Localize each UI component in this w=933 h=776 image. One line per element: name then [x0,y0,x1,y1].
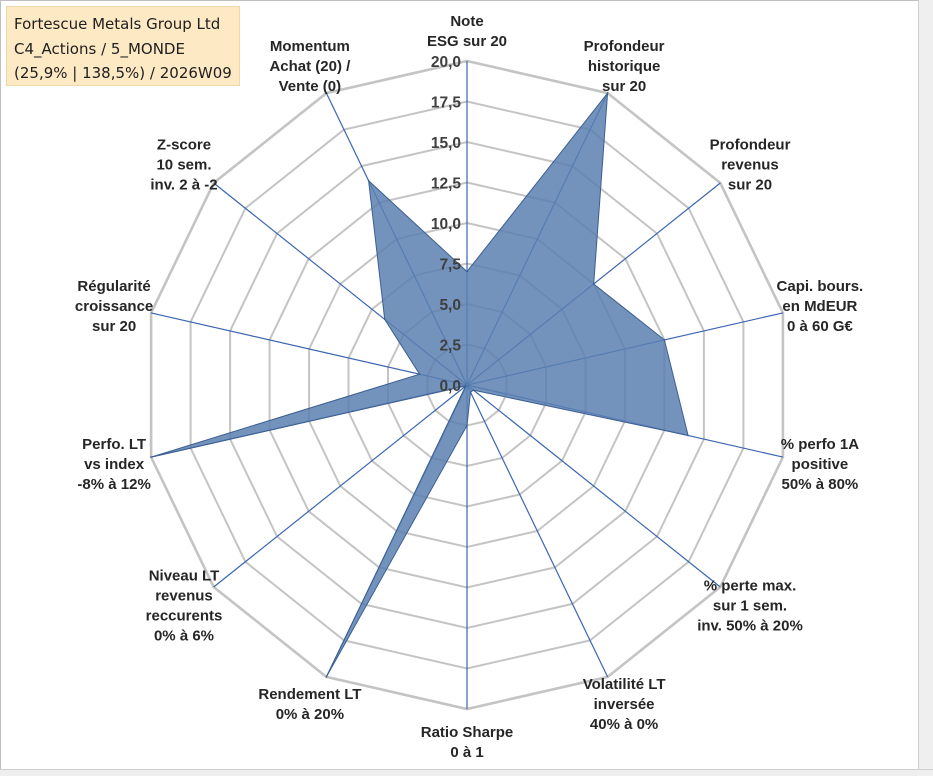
radar-tick-labels: 0,0 2,5 5,0 7,5 10,0 12,5 15,0 17,5 20,0 [431,54,462,395]
axis-spoke [466,384,721,588]
r-tick-label: 12,5 [431,176,462,193]
series-point [472,389,475,391]
r-tick-label: 2,5 [439,338,461,355]
category-label: % perfo 1A positive 50% à 80% [781,436,860,493]
r-tick-label: 10,0 [431,216,461,233]
radar-category-labels: Note ESG sur 20 Profondeur historique sur 20… [75,13,863,761]
scroll-strip-bottom [0,769,933,776]
category-label: % perte max. sur 1 sem. inv. 50% à 20% [697,578,803,635]
series-point [592,283,595,285]
series-point [367,179,370,182]
series-point [466,424,468,427]
category-label: Profondeur historique sur 20 [584,38,665,95]
portfolio-label: C4_Actions / 5_MONDE [14,39,185,58]
series-point [418,373,421,376]
category-label: Rendement LT 0% à 20% [258,686,361,723]
axis-spoke [213,384,468,588]
category-label: Régularité croissance sur 20 [75,278,153,335]
performance-stats: (25,9% | 138,5%) / 2026W09 [14,64,232,82]
category-label: Ratio Sharpe 0 à 1 [421,724,514,761]
series-point [150,456,152,458]
category-label: Note ESG sur 20 [427,13,507,50]
category-label: Perfo. LT vs index -8% à 12% [77,436,150,493]
category-label: Profondeur revenus sur 20 [710,136,791,193]
series-point [466,270,468,273]
category-label: Z-score 10 sem. inv. 2 à -2 [150,136,217,193]
scroll-strip-right [918,0,933,776]
category-label: Capi. bours. en MdEUR 0 à 60 G€ [777,278,864,335]
series-point [383,318,386,321]
r-tick-label: 20,0 [431,54,461,71]
radar-series [150,91,689,678]
series-point [469,391,472,394]
series-point [663,339,666,341]
series-point [325,676,328,678]
category-label: Volatilité LT inversée 40% à 0% [583,676,666,733]
company-name: Fortescue Metals Group Ltd [14,15,221,33]
axis-spoke [150,312,468,386]
category-label: Niveau LT revenus reccurents 0% à 6% [146,568,223,645]
series-area [150,91,689,678]
series-point [464,385,467,387]
series-point [606,92,609,94]
chart-title-box: Fortescue Metals Group Ltd C4_Actions / … [6,6,240,86]
r-tick-label: 15,0 [431,135,461,152]
r-tick-label: 7,5 [439,257,461,274]
r-tick-label: 17,5 [431,95,462,112]
axis-spoke [466,384,609,678]
r-tick-label: 0,0 [439,378,461,395]
r-tick-label: 5,0 [439,297,461,314]
series-point [687,434,689,437]
category-label: Momentum Achat (20) / Vente (0) [269,38,351,95]
